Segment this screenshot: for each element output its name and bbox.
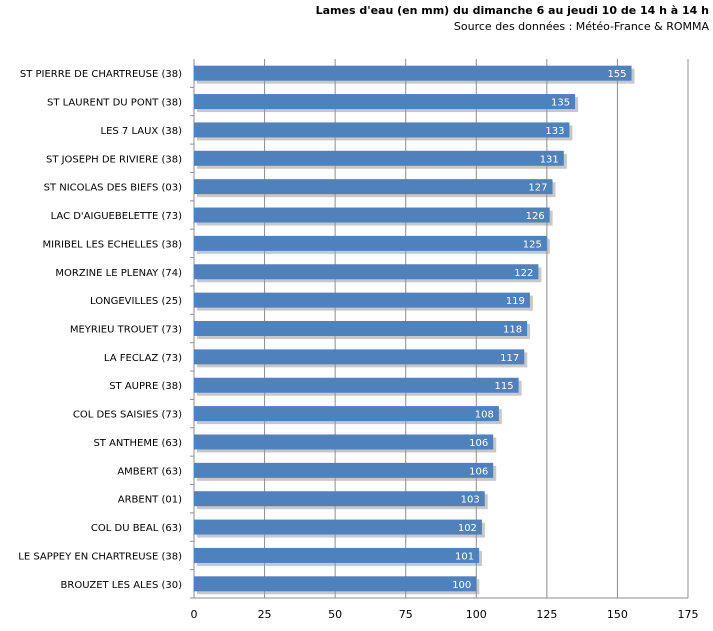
category-label: MEYRIEU TROUET (73) [70,325,182,336]
x-tick-label: 175 [678,608,699,621]
data-label: 119 [506,296,525,307]
bar [194,547,480,563]
data-label: 126 [526,211,545,222]
x-tick-label: 75 [399,608,413,621]
x-tick-label: 125 [536,608,557,621]
bar [194,292,530,308]
category-label: AMBERT (63) [117,466,182,477]
data-label: 155 [607,69,626,80]
category-label: ST JOSEPH DE RIVIERE (38) [46,154,182,165]
bar [194,179,553,195]
bar [194,207,550,223]
category-label: ST AUPRE (38) [109,381,182,392]
bar [194,462,494,478]
category-label: LAC D'AIGUEBELETTE (73) [51,211,182,222]
x-tick-label: 50 [328,608,342,621]
bar [194,321,528,336]
data-label: 102 [458,523,477,534]
data-label: 108 [475,410,494,421]
category-label: ST ANTHEME (63) [93,438,182,449]
category-label: ST PIERRE DE CHARTREUSE (38) [20,69,182,80]
bar [194,94,576,110]
category-label: COL DES SAISIES (73) [73,410,182,421]
category-label: LA FECLAZ (73) [104,353,182,364]
bar [194,434,494,450]
data-label: 100 [452,580,471,591]
category-label: LONGEVILLES (25) [90,296,182,307]
category-label: ST NICOLAS DES BIEFS (03) [44,183,182,194]
category-label: COL DU BEAL (63) [91,523,182,534]
category-label: LES 7 LAUX (38) [101,126,183,137]
chart-title: Lames d'eau (en mm) du dimanche 6 au jeu… [315,4,709,17]
data-label: 131 [540,154,559,165]
data-label: 103 [461,495,480,506]
bar [194,122,570,138]
data-label: 122 [514,268,533,279]
x-tick-label: 0 [191,608,198,621]
category-label: BROUZET LES ALES (30) [61,580,183,591]
bar [194,65,632,81]
data-label: 117 [500,353,519,364]
bar [194,576,477,592]
x-tick-label: 150 [607,608,628,621]
data-label: 125 [523,239,542,250]
bar [194,491,485,507]
bar [194,519,482,535]
data-label: 106 [469,466,488,477]
data-label: 101 [455,551,474,562]
x-tick-label: 25 [258,608,272,621]
data-label: 135 [551,98,570,109]
bar [194,349,525,365]
chart-subtitle: Source des données : Météo-France & ROMM… [453,20,709,33]
bar [194,264,539,280]
chart-header: Lames d'eau (en mm) du dimanche 6 au jeu… [316,3,709,35]
data-label: 115 [495,381,514,392]
category-label: MORZINE LE PLENAY (74) [55,268,182,279]
bar [194,235,547,251]
x-tick-label: 100 [466,608,487,621]
category-label: ST LAURENT DU PONT (38) [47,98,182,109]
data-label: 127 [528,183,547,194]
data-label: 106 [469,438,488,449]
bar [194,150,564,166]
category-label: ARBENT (01) [118,495,182,506]
category-label: MIRIBEL LES ECHELLES (38) [43,239,183,250]
category-label: LE SAPPEY EN CHARTREUSE (38) [18,551,182,562]
data-label: 133 [545,126,564,137]
data-label: 118 [503,325,522,336]
bar [194,377,519,393]
bar [194,406,499,422]
